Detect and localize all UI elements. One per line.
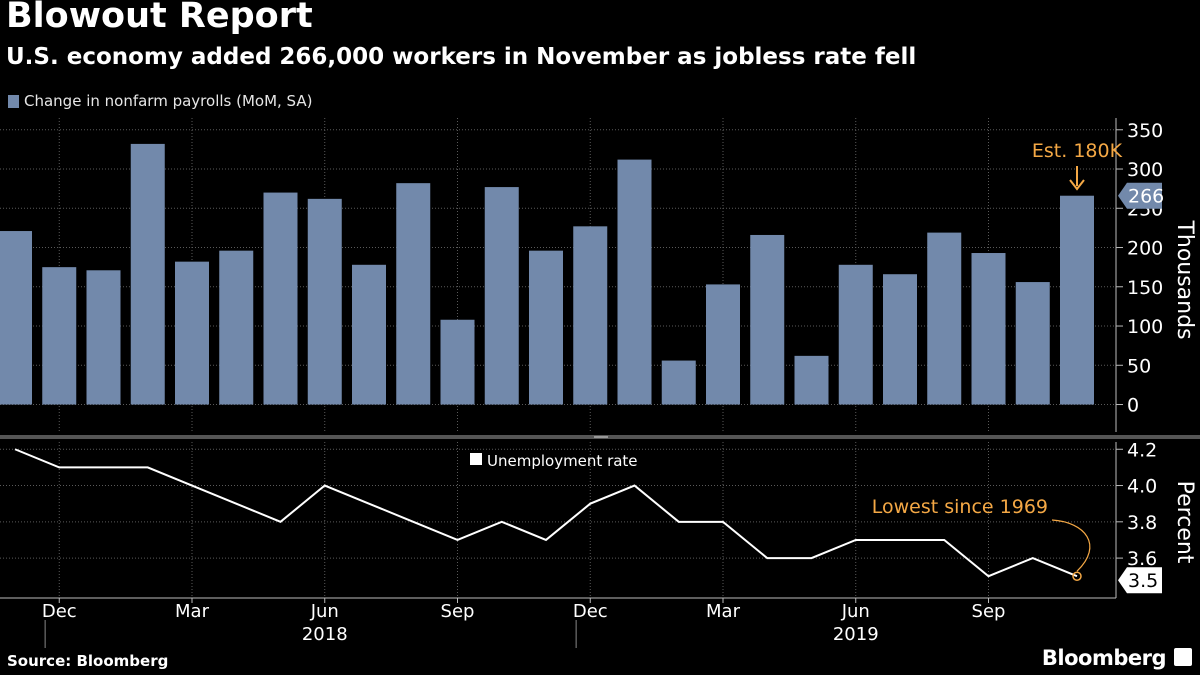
chart-subtitle: U.S. economy added 266,000 workers in No…: [6, 44, 917, 70]
payroll-bar: [352, 264, 386, 405]
payroll-bar: [971, 253, 1006, 405]
source-note: Source: Bloomberg: [7, 652, 169, 670]
x-year-label: 2019: [833, 624, 879, 645]
payroll-bar: [396, 183, 431, 405]
bar-y-tick-label: 50: [1127, 355, 1151, 377]
line-y-tick-label: 3.6: [1127, 548, 1157, 570]
axis-layer: 050100150200250300350Thousands3.63.84.04…: [0, 118, 1197, 648]
payroll-bar: [927, 232, 962, 405]
line-layer: [14, 448, 1078, 578]
payrolls-legend-label: Change in nonfarm payrolls (MoM, SA): [24, 92, 313, 110]
brand-wordmark: Bloomberg: [1041, 646, 1167, 670]
line-y-axis-label: Percent: [1172, 481, 1197, 564]
unemployment-legend-swatch: [470, 453, 482, 465]
x-tick-label: Sep: [972, 601, 1006, 622]
payroll-last-value: 266: [1128, 186, 1164, 208]
lowest-since-annotation: Lowest since 1969: [872, 496, 1048, 518]
payroll-bar: [883, 274, 917, 405]
bloomberg-logo-icon: [1174, 648, 1192, 666]
bar-y-axis-label: Thousands: [1172, 219, 1197, 339]
payroll-bar: [706, 284, 740, 405]
payroll-bar: [440, 319, 475, 405]
line-y-tick-label: 3.8: [1127, 512, 1157, 534]
bar-y-tick-label: 300: [1127, 159, 1163, 181]
payroll-estimate-annotation: Est. 180K: [1032, 140, 1123, 162]
payroll-bar: [0, 231, 32, 405]
line-y-tick-label: 4.0: [1127, 476, 1157, 498]
payrolls-legend: Change in nonfarm payrolls (MoM, SA): [8, 92, 312, 110]
payroll-bar: [86, 270, 121, 405]
payroll-bar: [263, 192, 298, 405]
estimate-arrow-head: [1069, 179, 1085, 191]
unemployment-legend-label: Unemployment rate: [487, 452, 638, 470]
chart-title: Blowout Report: [6, 0, 313, 36]
bar-y-tick-label: 150: [1127, 277, 1163, 299]
unemployment-last-value: 3.5: [1128, 570, 1158, 592]
x-tick-label: Sep: [441, 601, 475, 622]
bar-y-tick-label: 0: [1127, 395, 1139, 417]
payroll-bar: [529, 250, 563, 405]
payrolls-legend-swatch: [8, 94, 19, 108]
payroll-bar: [175, 261, 209, 405]
bar-layer: [0, 143, 1094, 405]
annotation-layer: Est. 180K Lowest since 1969: [872, 140, 1123, 581]
payroll-bar: [219, 250, 254, 405]
payroll-bar: [838, 264, 873, 405]
payroll-bar: [1015, 282, 1050, 405]
panel-divider-handle: [594, 436, 608, 438]
payroll-bar: [484, 187, 519, 405]
bar-y-tick-label: 350: [1127, 120, 1163, 142]
payroll-last-value-tag: [1118, 182, 1162, 209]
payroll-bar: [750, 234, 785, 405]
x-year-label: 2018: [302, 624, 348, 645]
payroll-bar: [617, 159, 652, 405]
payroll-bar: [42, 267, 77, 405]
bar-y-tick-label: 200: [1127, 238, 1163, 260]
payroll-bar: [130, 143, 165, 405]
unemployment-last-value-tag: [1118, 567, 1162, 594]
payroll-bar: [1060, 195, 1094, 405]
bar-y-tick-label: 100: [1127, 316, 1163, 338]
x-tick-label: Jun: [310, 601, 339, 622]
payroll-bar: [573, 226, 608, 405]
x-tick-label: Dec: [42, 601, 77, 622]
payroll-bar: [794, 355, 829, 405]
payroll-bar: [307, 198, 342, 405]
x-tick-label: Mar: [706, 601, 741, 622]
x-tick-label: Dec: [573, 601, 608, 622]
payroll-bar: [661, 360, 696, 405]
line-y-tick-label: 4.2: [1127, 439, 1157, 461]
x-tick-label: Mar: [175, 601, 210, 622]
x-tick-label: Jun: [841, 601, 870, 622]
lowest-since-leader: [1051, 519, 1091, 572]
lowest-since-marker: [1072, 571, 1082, 581]
